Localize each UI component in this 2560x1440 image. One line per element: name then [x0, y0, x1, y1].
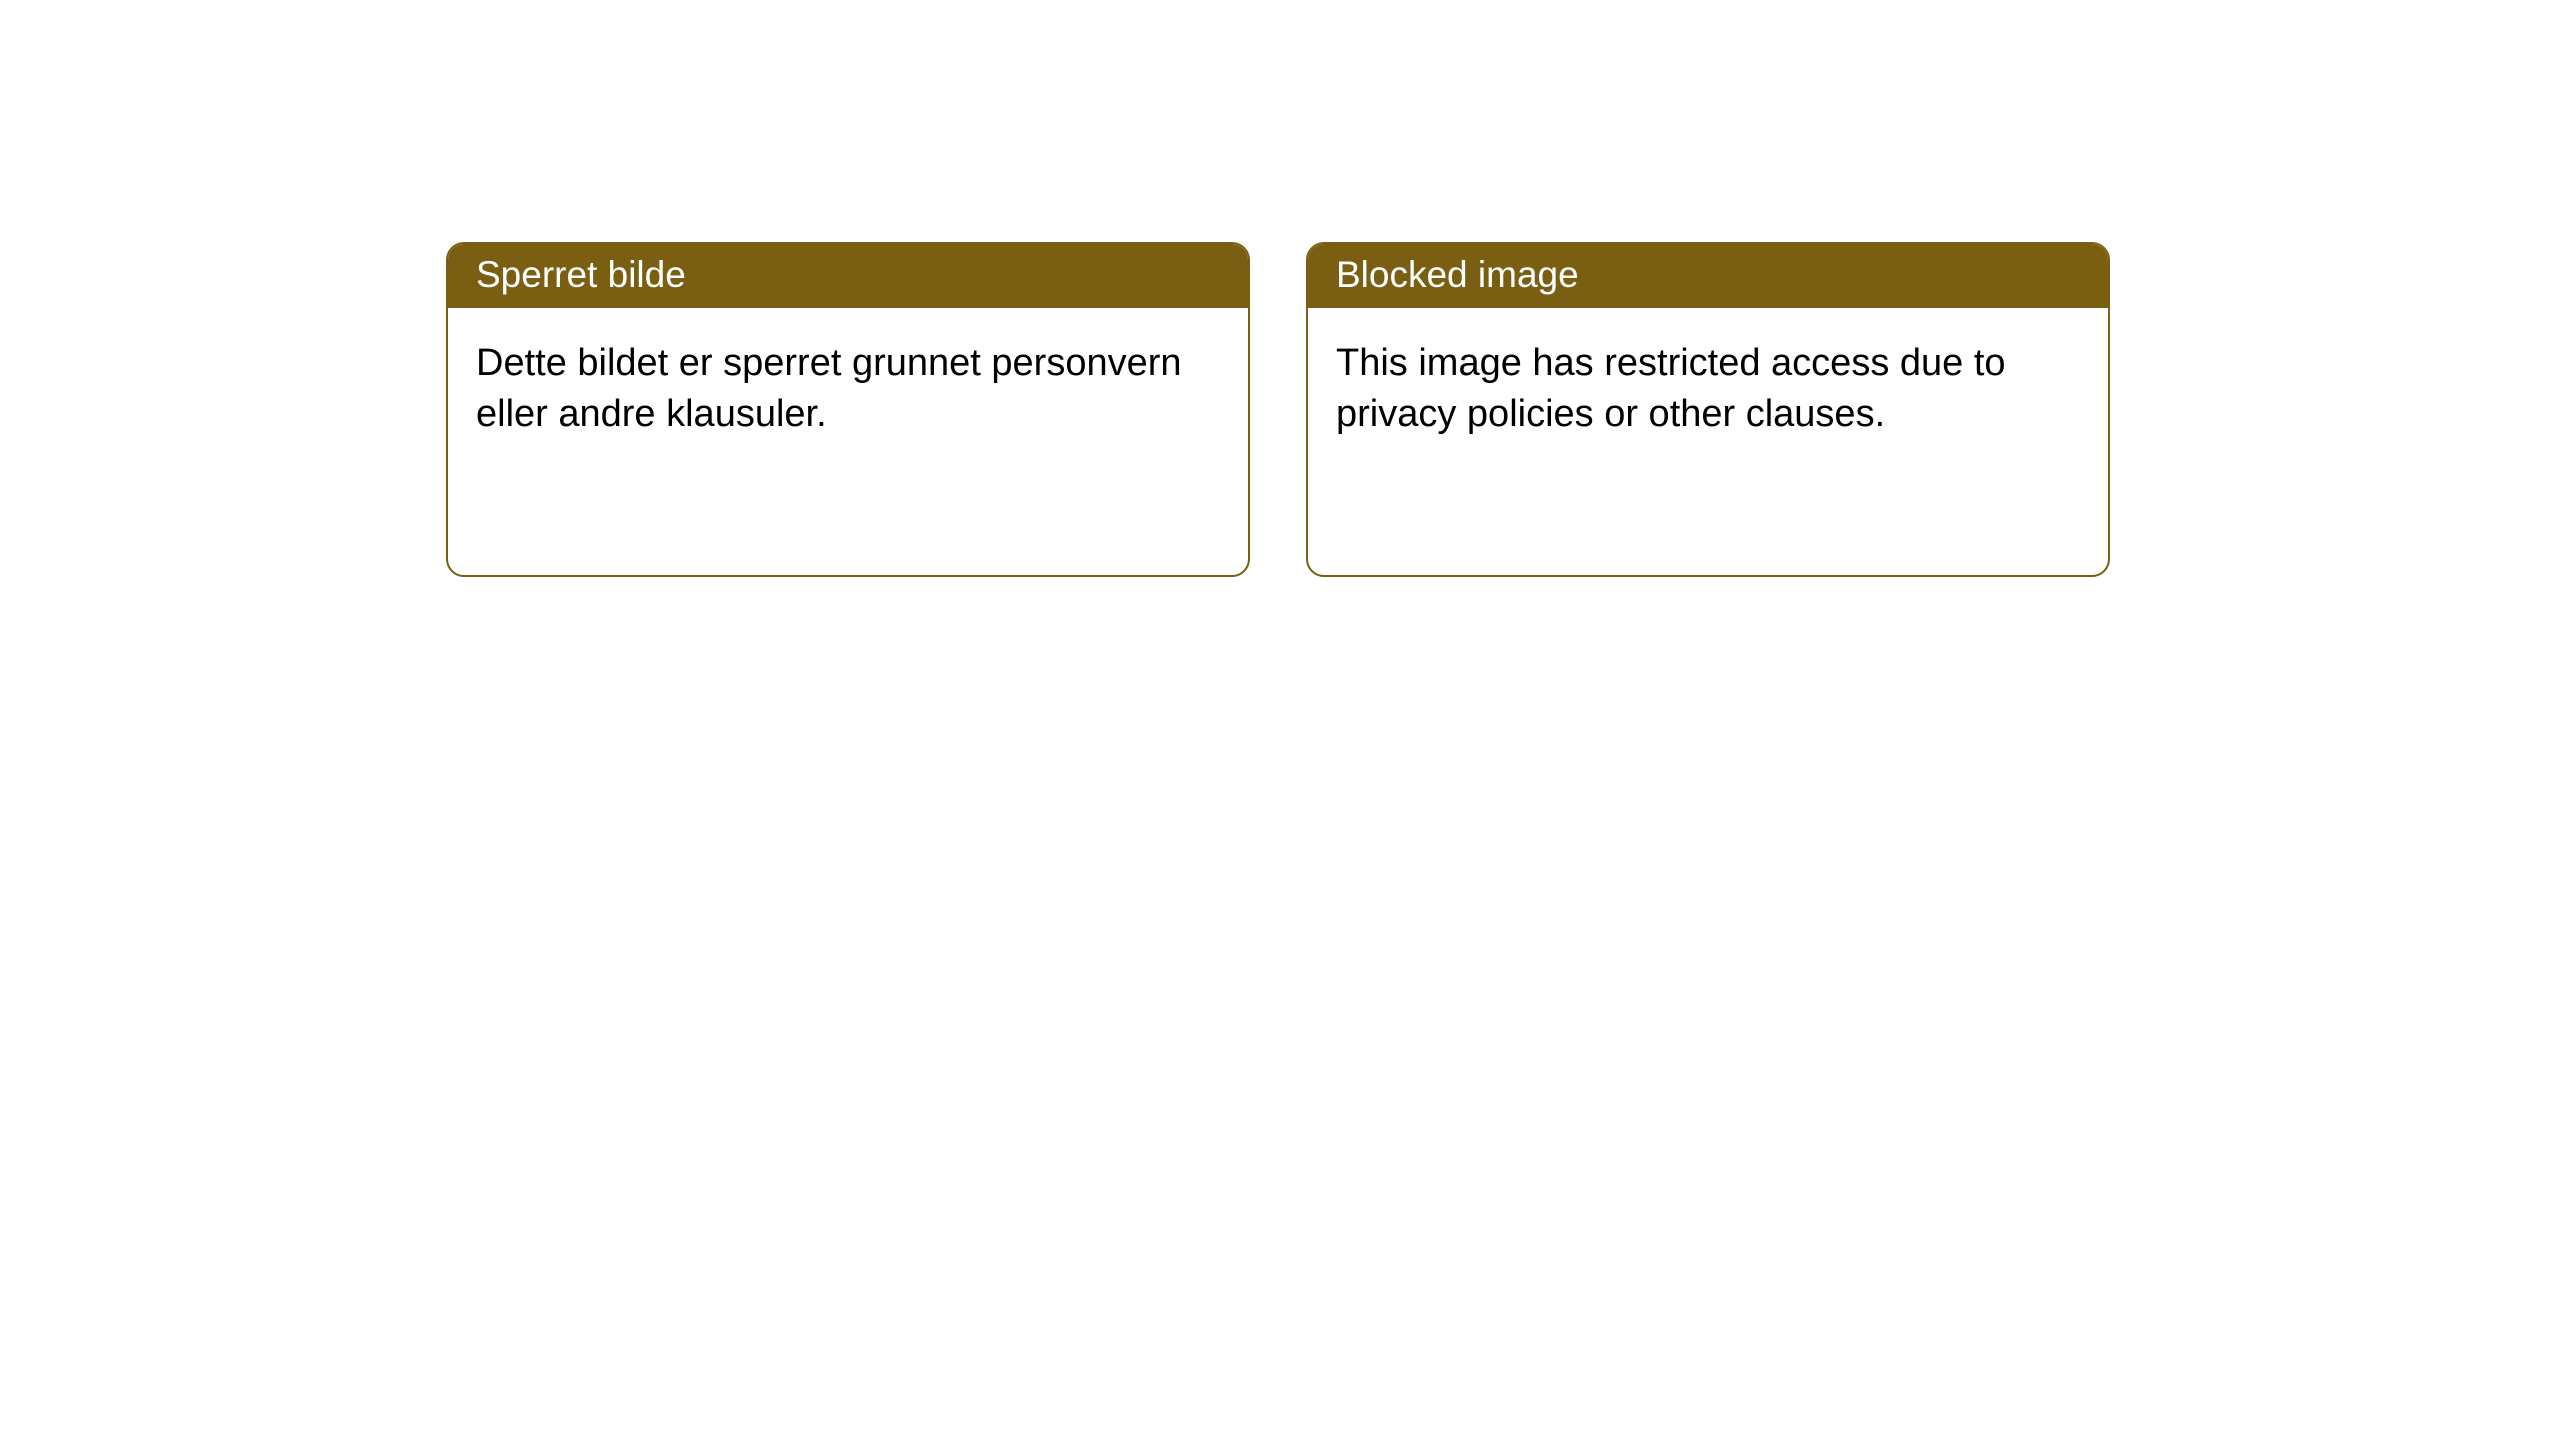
card-header-english: Blocked image: [1308, 244, 2108, 308]
notice-container: Sperret bilde Dette bildet er sperret gr…: [0, 0, 2560, 577]
card-body-norwegian: Dette bildet er sperret grunnet personve…: [448, 308, 1248, 471]
card-body-english: This image has restricted access due to …: [1308, 308, 2108, 471]
card-header-norwegian: Sperret bilde: [448, 244, 1248, 308]
blocked-image-card-english: Blocked image This image has restricted …: [1306, 242, 2110, 577]
blocked-image-card-norwegian: Sperret bilde Dette bildet er sperret gr…: [446, 242, 1250, 577]
